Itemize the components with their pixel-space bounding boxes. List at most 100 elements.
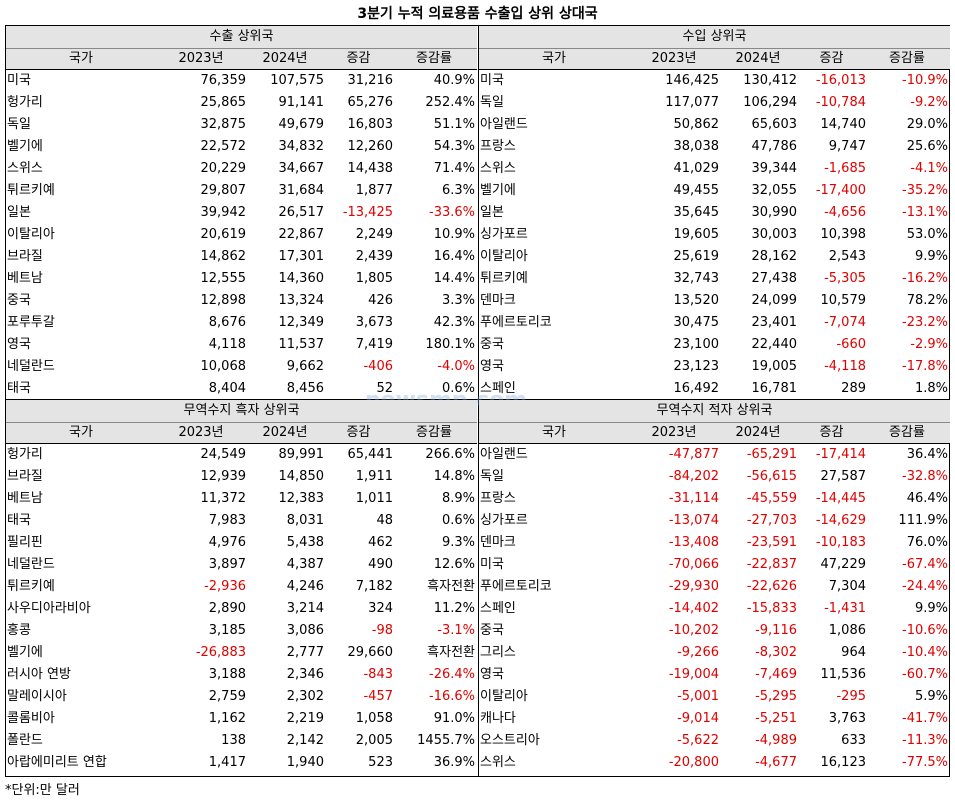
value-cell: 1,086	[828, 623, 866, 638]
value-cell: 흑자전환	[427, 645, 475, 660]
country-cell: 아일랜드	[480, 447, 528, 462]
country-cell: 일본	[480, 205, 504, 220]
country-cell: 콜롬비아	[7, 711, 55, 726]
value-cell: 8.9%	[441, 491, 475, 506]
value-cell: 12,383	[278, 491, 325, 506]
value-cell: 1.8%	[914, 381, 948, 396]
value-cell: -660	[836, 337, 866, 352]
value-cell: 0.6%	[441, 381, 475, 396]
value-cell: 41,029	[673, 161, 720, 176]
value-cell: -98	[371, 623, 393, 638]
value-cell: 71.4%	[433, 161, 475, 176]
value-cell: 2,249	[355, 227, 393, 242]
value-cell: 2,759	[208, 689, 246, 704]
value-cell: -16.2%	[902, 271, 948, 286]
value-cell: -4,677	[755, 755, 797, 770]
section-title: 수출 상위국	[209, 29, 274, 44]
value-cell: 130,412	[743, 73, 797, 88]
value-cell: -23,591	[746, 535, 797, 550]
value-cell: -47,877	[668, 447, 719, 462]
country-cell: 네덜란드	[7, 359, 55, 374]
value-cell: 2,219	[286, 711, 324, 726]
value-cell: -1,431	[824, 601, 866, 616]
value-cell: -5,295	[755, 689, 797, 704]
country-cell: 스페인	[480, 381, 516, 396]
section-title: 무역수지 적자 상위국	[656, 403, 773, 418]
country-cell: 네덜란드	[7, 557, 55, 572]
value-cell: 25,865	[200, 95, 247, 110]
value-cell: 2,346	[286, 667, 324, 682]
column-header: 국가	[542, 51, 566, 66]
country-cell: 영국	[480, 667, 504, 682]
country-cell: 스페인	[480, 601, 516, 616]
value-cell: 633	[841, 733, 866, 748]
value-cell: 32,875	[200, 117, 247, 132]
value-cell: 26,517	[278, 205, 325, 220]
value-cell: 25.6%	[906, 139, 948, 154]
value-cell: 3,185	[208, 623, 246, 638]
value-cell: 76.0%	[906, 535, 948, 550]
value-cell: -19,004	[668, 667, 719, 682]
country-cell: 덴마크	[480, 535, 516, 550]
column-header: 국가	[69, 425, 93, 440]
value-cell: -23.2%	[902, 315, 948, 330]
country-cell: 벨기에	[7, 645, 43, 660]
value-cell: -13,425	[342, 205, 393, 220]
value-cell: -33.6%	[429, 205, 475, 220]
value-cell: 14,740	[820, 117, 867, 132]
value-cell: 47,786	[751, 139, 798, 154]
value-cell: 42.3%	[433, 315, 475, 330]
value-cell: 462	[368, 535, 393, 550]
value-cell: -3.1%	[437, 623, 475, 638]
value-cell: 9,662	[286, 359, 324, 374]
country-cell: 스위스	[480, 755, 516, 770]
value-cell: 1455.7%	[417, 733, 475, 748]
value-cell: 8,456	[286, 381, 324, 396]
value-cell: 111.9%	[898, 513, 948, 528]
value-cell: 12,939	[200, 469, 247, 484]
value-cell: 12,349	[278, 315, 325, 330]
country-cell: 헝가리	[7, 447, 43, 462]
value-cell: 54.3%	[433, 139, 475, 154]
value-cell: -14,445	[815, 491, 866, 506]
country-cell: 폴란드	[7, 733, 43, 748]
value-cell: 65,441	[347, 447, 394, 462]
column-header: 2024년	[262, 425, 308, 440]
value-cell: 39,942	[200, 205, 247, 220]
country-cell: 아랍에미리트 연합	[7, 755, 107, 770]
value-cell: -13,074	[668, 513, 719, 528]
value-cell: 2,142	[286, 733, 324, 748]
country-cell: 미국	[7, 73, 31, 88]
value-cell: -9.2%	[910, 95, 948, 110]
country-cell: 벨기에	[7, 139, 43, 154]
value-cell: -2,936	[204, 579, 246, 594]
value-cell: -10.6%	[902, 623, 948, 638]
value-cell: 14,862	[200, 249, 247, 264]
value-cell: -67.4%	[902, 557, 948, 572]
value-cell: -13.1%	[902, 205, 948, 220]
value-cell: 23,100	[673, 337, 720, 352]
value-cell: -10.4%	[902, 645, 948, 660]
value-cell: -295	[836, 689, 866, 704]
value-cell: 29,807	[200, 183, 247, 198]
country-cell: 러시아 연방	[7, 667, 71, 682]
country-cell: 푸에르토리코	[480, 315, 552, 330]
rule	[6, 69, 477, 70]
value-cell: 2,439	[355, 249, 393, 264]
value-cell: 40.9%	[433, 73, 475, 88]
column-header: 증감	[346, 51, 371, 66]
value-cell: -5,305	[824, 271, 866, 286]
value-cell: 4,976	[208, 535, 246, 550]
value-cell: -7,074	[824, 315, 866, 330]
value-cell: 20,229	[200, 161, 247, 176]
value-cell: -60.7%	[902, 667, 948, 682]
country-cell: 이탈리아	[480, 249, 528, 264]
value-cell: 14,850	[278, 469, 325, 484]
value-cell: -70,066	[668, 557, 719, 572]
value-cell: 65,603	[751, 117, 798, 132]
value-cell: -11.3%	[902, 733, 948, 748]
section-title: 수입 상위국	[682, 29, 747, 44]
value-cell: -7,469	[755, 667, 797, 682]
value-cell: 2,005	[355, 733, 393, 748]
country-cell: 독일	[480, 469, 504, 484]
